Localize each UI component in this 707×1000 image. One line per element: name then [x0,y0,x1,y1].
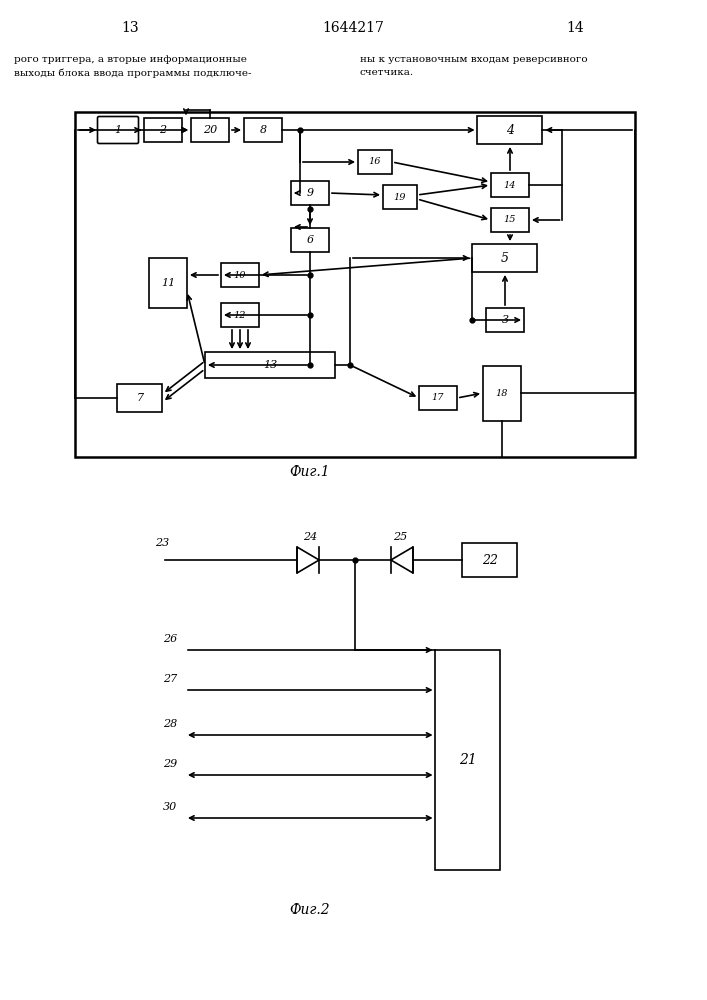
Bar [221,263,259,287]
Text: 16: 16 [369,157,381,166]
Bar [244,118,282,142]
Text: 4: 4 [506,123,514,136]
Text: Фиг.1: Фиг.1 [290,465,330,479]
Bar [486,308,524,332]
Text: 23: 23 [155,538,169,548]
Bar [462,543,518,577]
Text: 18: 18 [496,388,508,397]
Bar [477,116,542,144]
Text: 28: 28 [163,719,177,729]
Bar [472,244,537,272]
Text: 17: 17 [432,393,444,402]
Text: 27: 27 [163,674,177,684]
Bar [358,150,392,174]
Bar [419,386,457,410]
Text: 6: 6 [306,235,314,245]
Text: 22: 22 [482,554,498,566]
Text: 19: 19 [394,192,407,202]
Text: Фиг.2: Фиг.2 [290,903,330,917]
Text: 10: 10 [234,270,246,279]
Bar [291,181,329,205]
Text: 13: 13 [263,360,277,370]
Text: 14: 14 [504,180,516,190]
Bar [483,365,521,420]
Text: 13: 13 [121,21,139,35]
Text: 14: 14 [566,21,584,35]
Bar [436,650,501,870]
Text: 1644217: 1644217 [322,21,384,35]
Text: 9: 9 [306,188,314,198]
Text: 5: 5 [501,251,509,264]
Text: 29: 29 [163,759,177,769]
FancyBboxPatch shape [98,116,139,143]
Text: 25: 25 [393,532,407,542]
Text: 20: 20 [203,125,217,135]
Text: 24: 24 [303,532,317,542]
Bar [144,118,182,142]
Bar [205,352,335,378]
Bar [491,208,529,232]
Text: 1: 1 [115,125,122,135]
Text: ны к установочным входам реверсивного
счетчика.: ны к установочным входам реверсивного сч… [360,55,588,77]
Bar [191,118,229,142]
Text: 15: 15 [504,216,516,225]
Text: 7: 7 [136,393,144,403]
Text: 2: 2 [160,125,167,135]
Bar [75,112,635,457]
Bar [149,258,187,308]
Text: рого триггера, а вторые информационные
выходы блока ввода программы подключе-: рого триггера, а вторые информационные в… [14,55,252,78]
Bar [221,303,259,327]
Text: 12: 12 [234,310,246,320]
Bar [117,384,163,412]
Text: 11: 11 [161,278,175,288]
Bar [491,173,529,197]
Text: 3: 3 [501,315,508,325]
Text: 30: 30 [163,802,177,812]
Text: 21: 21 [459,753,477,767]
Text: 8: 8 [259,125,267,135]
Bar [383,185,417,209]
Text: 26: 26 [163,634,177,644]
Bar [291,228,329,252]
